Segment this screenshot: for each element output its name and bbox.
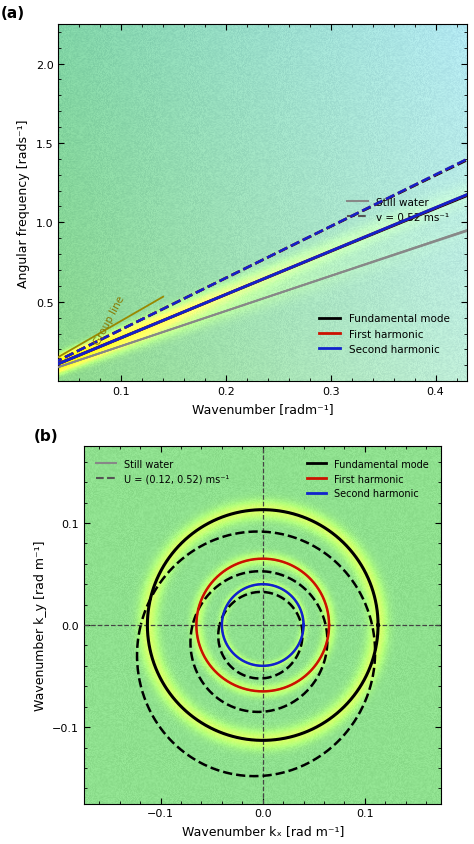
X-axis label: Wavenumber kₓ [rad m⁻¹]: Wavenumber kₓ [rad m⁻¹] [182, 824, 344, 837]
Y-axis label: Wavenumber k_y [rad m⁻¹]: Wavenumber k_y [rad m⁻¹] [34, 540, 46, 711]
X-axis label: Wavenumber [radm⁻¹]: Wavenumber [radm⁻¹] [192, 402, 334, 415]
Text: (b): (b) [34, 428, 59, 443]
Text: (a): (a) [1, 6, 25, 21]
Legend: Fundamental mode, First harmonic, Second harmonic: Fundamental mode, First harmonic, Second… [315, 310, 454, 359]
Y-axis label: Angular frequency [rads⁻¹]: Angular frequency [rads⁻¹] [17, 119, 30, 288]
Legend: Fundamental mode, First harmonic, Second harmonic: Fundamental mode, First harmonic, Second… [303, 455, 433, 503]
Text: Group line: Group line [92, 295, 126, 347]
